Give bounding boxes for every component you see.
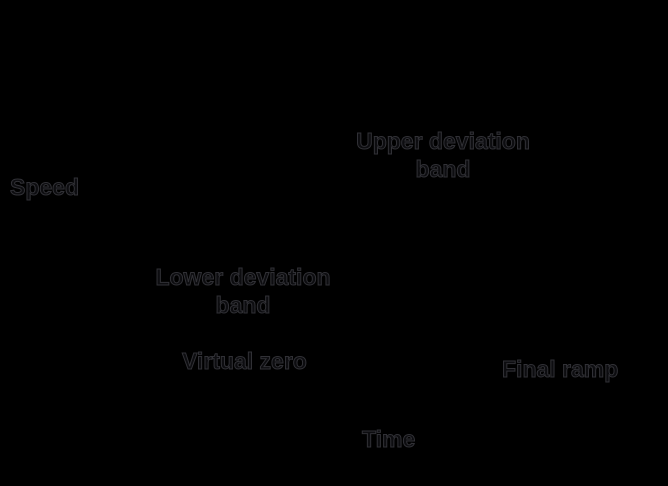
upper-deviation-band-line1: Upper deviation xyxy=(356,128,531,155)
virtual-zero-label: Virtual zero xyxy=(182,348,308,375)
y-axis-label: Speed xyxy=(9,174,80,201)
upper-deviation-band-label: Upper deviation band xyxy=(348,127,538,183)
upper-deviation-band-line2: band xyxy=(415,156,471,183)
lower-deviation-band-line2: band xyxy=(215,292,271,319)
lower-deviation-band-label: Lower deviation band xyxy=(148,263,338,319)
x-axis-label: Time xyxy=(361,426,416,453)
final-ramp-label: Final ramp xyxy=(501,356,619,383)
lower-deviation-band-line1: Lower deviation xyxy=(155,264,331,291)
